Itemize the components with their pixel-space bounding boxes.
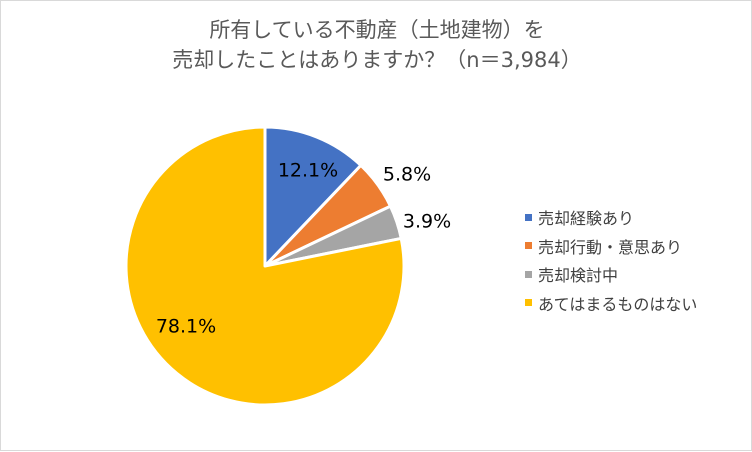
data-label-4: 78.1% <box>156 316 216 338</box>
chart-title: 所有している不動産（土地建物）を 売却したことはありますか？（n＝3,984） <box>1 15 752 75</box>
legend-swatch <box>525 213 532 221</box>
legend-swatch <box>525 299 532 306</box>
chart-title-line-1: 所有している不動産（土地建物）を <box>209 18 545 42</box>
legend-label: 売却経験あり <box>538 209 635 228</box>
legend: 売却経験あり売却行動・意思あり 売却検討中あてはまるものはない <box>525 207 697 321</box>
legend-swatch <box>525 242 532 249</box>
pie-slice-4 <box>124 125 406 407</box>
data-label-3: 3.9% <box>403 211 451 233</box>
legend-label: 売却行動・意思あり <box>538 237 683 257</box>
data-label-2: 5.8% <box>383 164 431 186</box>
legend-item-2: 売却行動・意思あり <box>525 236 697 257</box>
legend-label: 売却検討中 <box>538 266 619 285</box>
legend-item-1: 売却経験あり <box>525 207 697 228</box>
legend-label: あてはまるものはない <box>538 294 698 314</box>
data-label-1: 12.1% <box>278 160 338 182</box>
legend-swatch <box>525 270 532 278</box>
legend-item-3: 売却検討中 <box>525 264 697 285</box>
legend-item-4: あてはまるものはない <box>525 293 698 314</box>
chart-title-line-2: 売却したことはありますか？（n＝3,984） <box>172 48 582 72</box>
pie-slice-1 <box>263 125 363 268</box>
